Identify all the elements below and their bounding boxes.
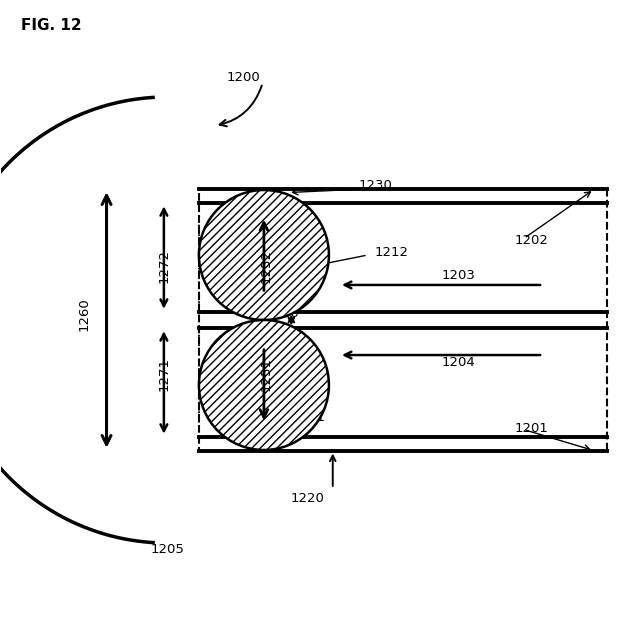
Text: 1202: 1202 bbox=[515, 234, 548, 246]
Text: 1252: 1252 bbox=[259, 249, 273, 283]
Circle shape bbox=[199, 190, 329, 320]
Text: FIG. 12: FIG. 12 bbox=[20, 18, 81, 33]
Text: 1251: 1251 bbox=[259, 357, 273, 391]
Text: 1230: 1230 bbox=[358, 179, 392, 193]
Text: 1211: 1211 bbox=[291, 411, 325, 424]
Text: 1271: 1271 bbox=[157, 357, 170, 391]
Bar bbox=[199, 189, 607, 451]
Circle shape bbox=[199, 320, 329, 450]
Text: 1203: 1203 bbox=[441, 269, 475, 282]
Text: 1201: 1201 bbox=[515, 422, 548, 435]
Text: 1200: 1200 bbox=[227, 71, 260, 84]
Text: 1220: 1220 bbox=[291, 492, 324, 504]
Text: 1280: 1280 bbox=[266, 307, 300, 320]
Text: 1272: 1272 bbox=[157, 249, 170, 283]
Text: 1212: 1212 bbox=[374, 246, 408, 259]
Text: 1205: 1205 bbox=[150, 543, 184, 556]
Text: 1260: 1260 bbox=[77, 297, 91, 330]
Text: 1204: 1204 bbox=[441, 356, 475, 369]
